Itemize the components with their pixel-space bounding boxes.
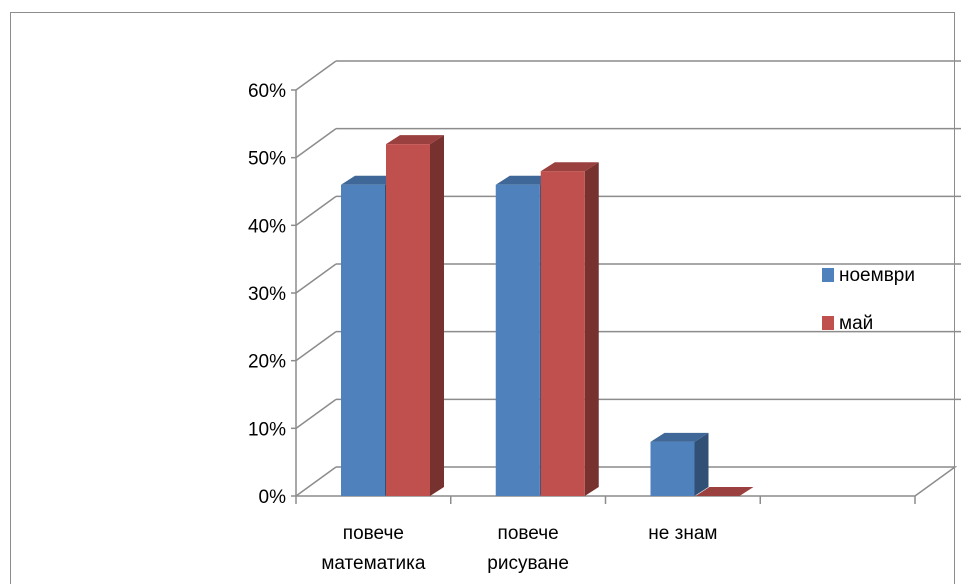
legend-swatch-0 [822, 268, 834, 282]
bar-top-1-0 [386, 135, 444, 145]
y-tick-label-1: 10% [248, 419, 286, 440]
grid-diagonal-1 [295, 398, 337, 429]
y-tick-label-4: 40% [248, 216, 286, 237]
axes [291, 89, 958, 504]
bar-top-0-2 [650, 432, 709, 442]
grid-diagonal-0 [295, 466, 337, 497]
bar-top-1-1 [540, 162, 599, 172]
legend-label-0: ноември [839, 265, 915, 286]
bar-0-1 [495, 184, 540, 496]
y-tick-label-2: 20% [248, 352, 286, 373]
x-tick-label-1-0: повече [498, 523, 559, 544]
bar-1-1 [540, 171, 585, 496]
bar-1-0 [386, 144, 430, 496]
bar-0-2 [650, 441, 695, 496]
grid-diagonal-5 [295, 128, 337, 159]
bar-side-0-2 [694, 432, 709, 496]
bar-0-0 [341, 184, 385, 496]
grid-diagonal-2 [295, 331, 337, 362]
y-tick-label-5: 50% [248, 149, 286, 170]
bar-side-1-0 [430, 135, 444, 496]
bar-top-0-1 [495, 175, 554, 185]
x-tick-label-0-1: математика [321, 553, 426, 574]
y-tick-label-0: 0% [259, 487, 287, 508]
legend: ноември май [822, 265, 915, 334]
legend-swatch-1 [822, 316, 834, 330]
bars [341, 135, 754, 496]
bar-side-1-1 [584, 162, 599, 496]
x-tick-label-1-1: рисуване [487, 553, 569, 574]
bar-top-0-0 [341, 175, 399, 185]
legend-label-1: май [839, 313, 873, 334]
bar-1-2 [695, 487, 754, 496]
grid-diagonal-6 [295, 60, 337, 91]
y-tick-label-6: 60% [248, 81, 286, 102]
grid-diagonal-3 [295, 263, 337, 294]
chart-frame [10, 12, 955, 584]
x-tick-label-2-0: не знам [648, 523, 717, 544]
y-tick-label-3: 30% [248, 284, 286, 305]
grid-diagonal-4 [295, 195, 337, 226]
labels: 0% 10% 20% 30% 40% 50% 60% повече математика пове… [248, 81, 717, 574]
x-tick-label-0-0: повече [343, 523, 404, 544]
